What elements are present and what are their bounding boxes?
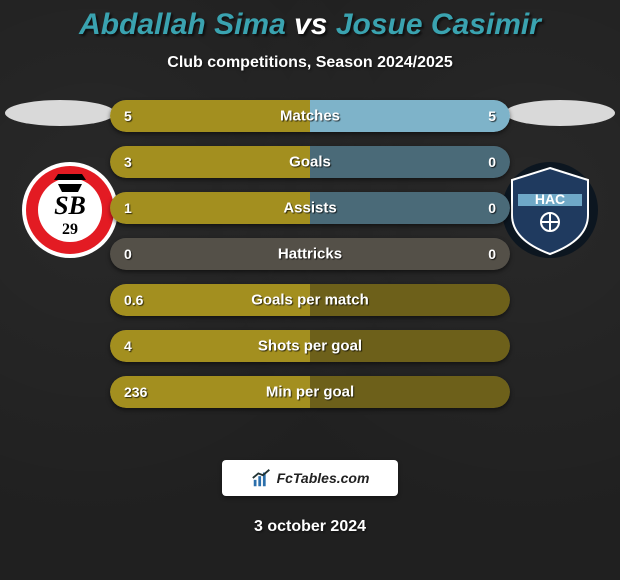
- svg-text:HAC: HAC: [535, 191, 565, 207]
- spotlight-left: [5, 100, 115, 126]
- bar-half-left: [110, 238, 310, 270]
- bar-half-right: [310, 192, 510, 224]
- page-title: Abdallah Sima vs Josue Casimir: [0, 0, 620, 42]
- comparison-arena: SB 29 HAC Matches55 Goals30 Assists10 Hattr…: [0, 100, 620, 440]
- crest-left: SB 29: [20, 160, 120, 260]
- bar-half-right: [310, 100, 510, 132]
- svg-text:SB: SB: [54, 191, 86, 220]
- bar-half-right: [310, 238, 510, 270]
- bar-half-left: [110, 192, 310, 224]
- vs-word: vs: [294, 8, 327, 41]
- svg-text:29: 29: [62, 221, 78, 238]
- date-text: 3 october 2024: [0, 518, 620, 536]
- stat-bars: Matches55 Goals30 Assists10 Hattricks00 Goal…: [110, 100, 510, 422]
- subtitle: Club competitions, Season 2024/2025: [0, 54, 620, 72]
- stat-bar: Matches55: [110, 100, 510, 132]
- stat-bar: Shots per goal4: [110, 330, 510, 362]
- crest-left-svg: SB 29: [20, 160, 120, 260]
- bar-half-left: [110, 100, 310, 132]
- stat-bar: Goals30: [110, 146, 510, 178]
- player-left-name: Abdallah Sima: [79, 8, 286, 41]
- bar-half-left: [110, 146, 310, 178]
- bar-half-left: [110, 284, 310, 316]
- spotlight-right: [505, 100, 615, 126]
- bar-half-right: [310, 376, 510, 408]
- bar-half-right: [310, 330, 510, 362]
- bar-half-left: [110, 376, 310, 408]
- crest-right: HAC: [500, 160, 600, 260]
- bar-half-right: [310, 284, 510, 316]
- bar-half-left: [110, 330, 310, 362]
- stat-bar: Min per goal236: [110, 376, 510, 408]
- player-right-name: Josue Casimir: [336, 8, 541, 41]
- crest-right-svg: HAC: [500, 160, 600, 260]
- stat-bar: Assists10: [110, 192, 510, 224]
- brand-chart-icon: [251, 467, 273, 489]
- brand-badge: FcTables.com: [222, 460, 398, 496]
- stat-bar: Hattricks00: [110, 238, 510, 270]
- stat-bar: Goals per match0.6: [110, 284, 510, 316]
- bar-half-right: [310, 146, 510, 178]
- brand-text: FcTables.com: [277, 470, 370, 486]
